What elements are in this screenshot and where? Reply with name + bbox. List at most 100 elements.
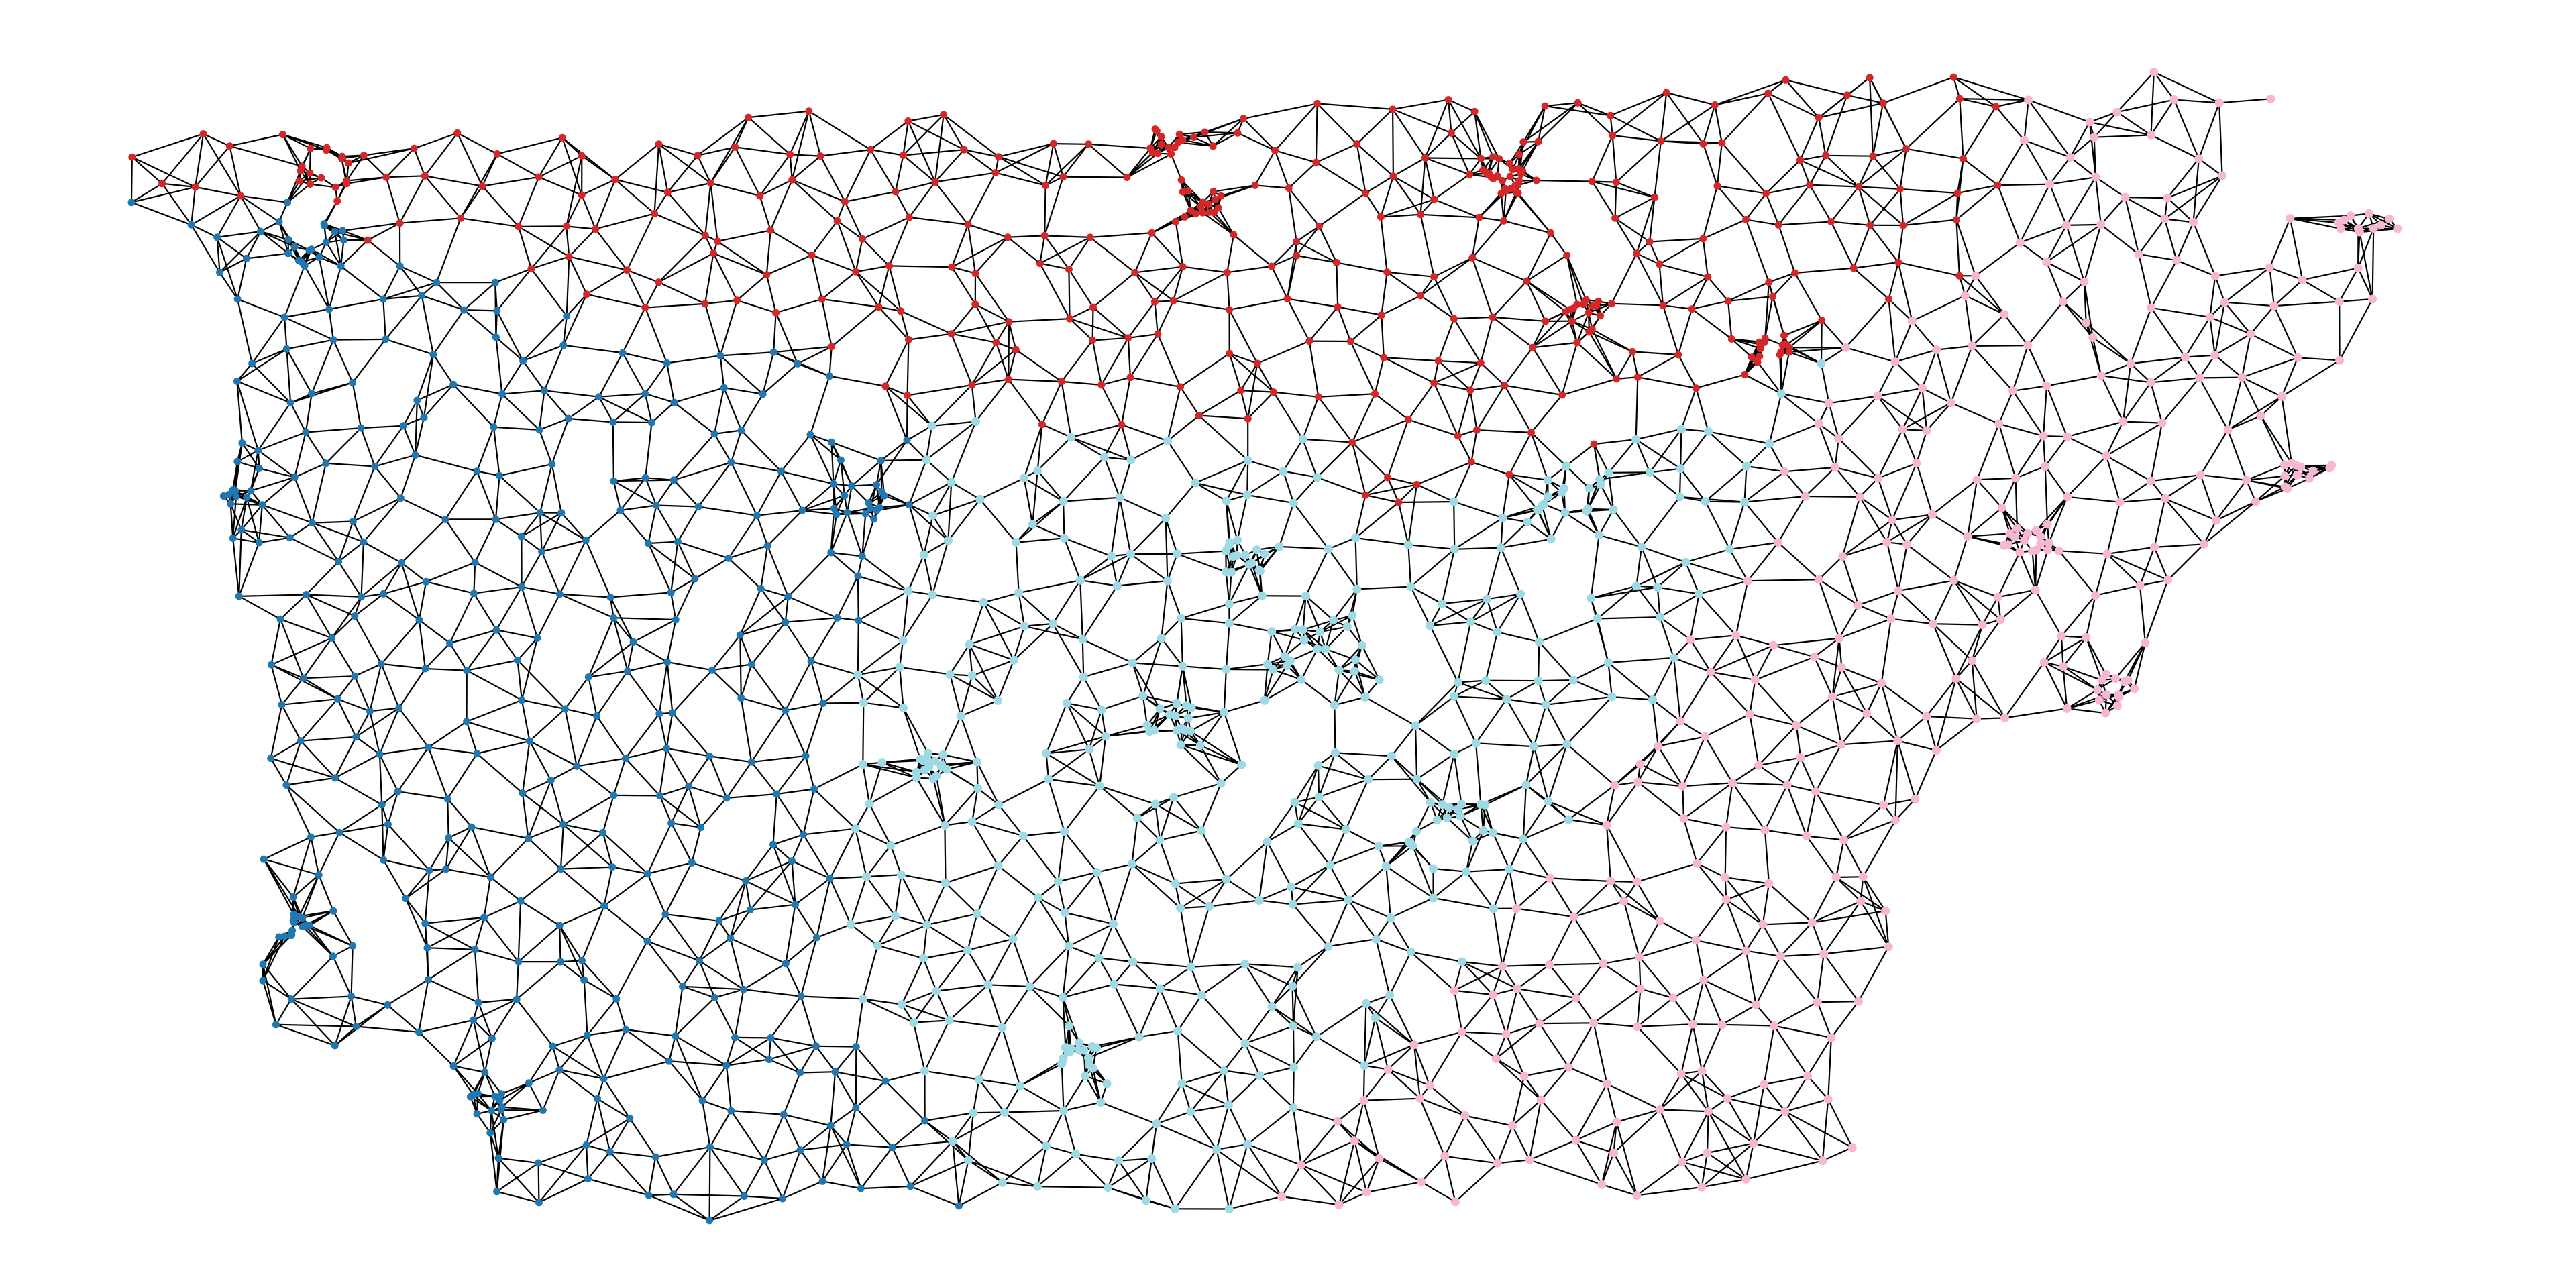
graph-edge: [666, 363, 676, 403]
graph-node-northwest-cluster: [694, 503, 702, 510]
graph-edge: [1195, 482, 1248, 496]
graph-edge: [587, 1151, 611, 1180]
graph-node-north-cluster: [1879, 99, 1887, 107]
graph-edge: [418, 620, 427, 669]
graph-edge: [562, 316, 568, 345]
graph-edge: [1190, 966, 1203, 995]
graph-edge: [2150, 72, 2155, 135]
graph-edge: [1036, 437, 1072, 471]
graph-edge: [260, 231, 289, 254]
graph-edge: [1657, 745, 1684, 787]
graph-node-east-cluster: [1854, 600, 1863, 610]
graph-edge: [1284, 628, 1296, 657]
graph-edge: [666, 747, 710, 757]
graph-edge: [1638, 781, 1683, 787]
graph-edge: [1672, 979, 1705, 999]
graph-edge: [1237, 132, 1276, 152]
graph-edge: [1605, 825, 1612, 882]
graph-edge: [1464, 1115, 1513, 1127]
graph-edge: [527, 780, 552, 839]
graph-edge: [1328, 537, 1356, 550]
graph-edge: [1530, 394, 1563, 433]
graph-node-central-cluster: [1595, 531, 1604, 540]
graph-edge: [1320, 626, 1348, 633]
graph-edge: [1695, 939, 1747, 952]
graph-edge: [276, 1023, 335, 1046]
graph-edge: [923, 949, 968, 960]
graph-node-north-cluster: [1542, 317, 1550, 325]
graph-edge: [1354, 1100, 1364, 1141]
graph-edge: [1845, 347, 1896, 363]
graph-edge: [926, 913, 977, 926]
graph-edge: [312, 520, 354, 524]
graph-node-northwest-cluster: [720, 384, 728, 392]
graph-edge: [2359, 231, 2373, 300]
graph-edge: [1292, 865, 1331, 905]
graph-node-central-cluster: [1449, 497, 1458, 506]
graph-edge: [846, 1107, 857, 1145]
graph-node-northwest-cluster: [674, 538, 682, 546]
graph-edge: [1960, 98, 1996, 108]
graph-edge: [1471, 220, 1505, 259]
graph-node-north-cluster: [1154, 330, 1162, 338]
graph-edge: [1731, 338, 1753, 358]
graph-edge: [1817, 954, 1825, 1003]
graph-edge: [1827, 1099, 1854, 1148]
graph-edge: [2123, 382, 2152, 423]
graph-node-central-cluster: [1126, 455, 1136, 465]
graph-edge: [1926, 402, 1952, 431]
graph-edge: [894, 875, 902, 916]
graph-edge: [1882, 76, 1954, 104]
graph-node-northwest-cluster: [582, 537, 590, 544]
graph-edge: [830, 1072, 837, 1126]
graph-edge: [1683, 818, 1727, 828]
graph-edge: [1976, 479, 2003, 508]
graph-edge: [564, 708, 578, 767]
graph-edge: [851, 915, 896, 926]
graph-edge: [710, 182, 718, 241]
graph-edge: [1453, 500, 1503, 519]
graph-edge: [673, 1193, 745, 1197]
graph-edge: [1890, 618, 1933, 625]
graph-edge: [1768, 393, 1782, 444]
graph-edge: [1263, 665, 1288, 701]
graph-node-east-cluster: [2000, 310, 2009, 319]
graph-edge: [1161, 580, 1169, 638]
graph-edge: [1138, 988, 1161, 1038]
graph-edge: [1068, 237, 1091, 270]
graph-node-central-cluster: [859, 698, 868, 708]
graph-edge: [862, 764, 871, 804]
graph-edge: [1113, 983, 1140, 1038]
graph-edge: [932, 482, 953, 516]
graph-edge: [1159, 988, 1179, 1032]
graph-edge: [726, 1037, 771, 1066]
graph-edge: [270, 757, 335, 779]
graph-edge: [1132, 662, 1161, 710]
graph-edge: [1061, 381, 1072, 438]
graph-edge: [1476, 385, 1505, 431]
graph-edge: [1497, 1159, 1530, 1164]
graph-edge: [1636, 1161, 1683, 1196]
graph-node-central-cluster: [1220, 708, 1229, 717]
graph-edge: [1415, 695, 1455, 726]
graph-node-north-cluster: [1042, 182, 1050, 190]
graph-edge: [1471, 217, 1480, 258]
graph-edge: [673, 1193, 710, 1221]
graph-node-northwest-cluster: [358, 593, 366, 601]
graph-edge: [1454, 965, 1503, 991]
graph-edge: [1127, 301, 1156, 339]
graph-node-northwest-cluster: [555, 590, 564, 598]
graph-edge: [762, 363, 798, 395]
graph-edge: [1138, 1029, 1178, 1038]
graph-edge: [740, 698, 753, 763]
graph-edge: [1660, 104, 1716, 142]
graph-node-northwest-cluster: [360, 538, 368, 546]
graph-node-north-cluster: [421, 172, 429, 180]
graph-node-central-cluster: [928, 511, 937, 520]
graph-edge: [2200, 429, 2229, 476]
graph-edge: [625, 713, 660, 759]
graph-edge: [835, 1046, 857, 1072]
graph-edge: [1778, 184, 1811, 225]
graph-edge: [1659, 1073, 1682, 1110]
graph-edge: [496, 586, 523, 630]
